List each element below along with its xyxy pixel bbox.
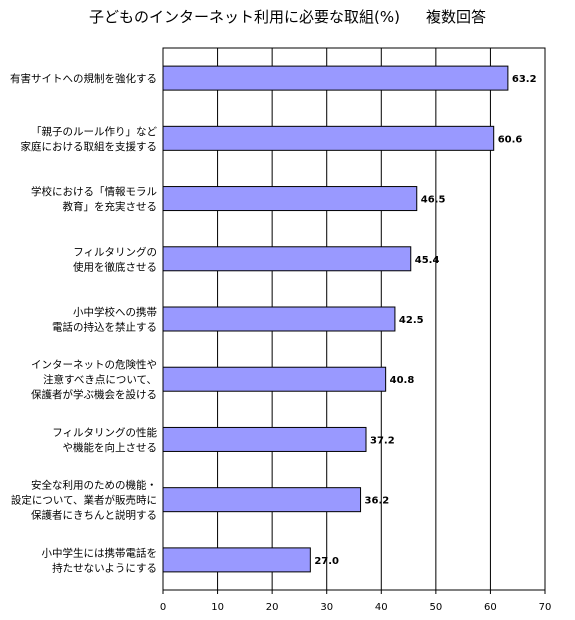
x-tick-label-20: 20 <box>266 602 279 613</box>
bar-8 <box>162 487 362 513</box>
bar-value-label-2: 60.6 <box>498 134 523 145</box>
bar-value-label-1: 63.2 <box>512 74 537 85</box>
bar-value-label-3: 46.5 <box>421 195 446 206</box>
category-label-6: インターネットの危険性や注意すべき点について、保護者が学ぶ機会を設ける <box>31 358 157 401</box>
bar-4 <box>162 246 412 272</box>
category-label-7: フィルタリングの性能や機能を向上させる <box>52 426 157 454</box>
x-tick-label-70: 70 <box>539 602 552 613</box>
x-tick-label-50: 50 <box>429 602 442 613</box>
bar-2 <box>162 125 495 151</box>
category-label-5: 小中学校への携帯電話の持込を禁止する <box>52 306 157 334</box>
chart-title: 子どものインターネット利用に必要な取組(%) 複数回答 <box>0 6 575 27</box>
bar-value-label-9: 27.0 <box>314 556 339 567</box>
category-label-9: 小中学生には携帯電話を持たせないようにする <box>42 546 158 574</box>
category-label-4: フィルタリングの使用を徹底させる <box>73 245 157 273</box>
bar-3 <box>162 186 418 212</box>
x-tick-label-0: 0 <box>160 602 166 613</box>
category-label-8: 安全な利用のための機能・設定について、業者が販売時に保護者にきちんと説明する <box>11 479 157 522</box>
x-tick-label-30: 30 <box>320 602 333 613</box>
bar-value-label-8: 36.2 <box>365 496 390 507</box>
bar-5 <box>162 306 396 332</box>
x-tick-label-60: 60 <box>484 602 497 613</box>
bar-1 <box>162 65 509 91</box>
chart-subtitle: 複数回答 <box>425 8 486 26</box>
bar-9 <box>162 547 311 573</box>
x-tick-label-10: 10 <box>211 602 224 613</box>
bar-value-label-6: 40.8 <box>390 375 415 386</box>
category-label-1: 有害サイトへの規制を強化する <box>10 72 157 85</box>
bar-value-label-5: 42.5 <box>399 315 424 326</box>
chart-title-text: 子どものインターネット利用に必要な取組(%) <box>89 8 400 26</box>
x-tick-label-40: 40 <box>375 602 388 613</box>
bar-7 <box>162 426 367 452</box>
bar-value-label-7: 37.2 <box>370 435 395 446</box>
category-label-2: 「親子のルール作り」など家庭における取組を支援する <box>21 125 158 153</box>
bar-value-label-4: 45.4 <box>415 255 440 266</box>
bar-6 <box>162 366 387 392</box>
category-label-3: 学校における「情報モラル教育」を充実させる <box>31 185 157 213</box>
